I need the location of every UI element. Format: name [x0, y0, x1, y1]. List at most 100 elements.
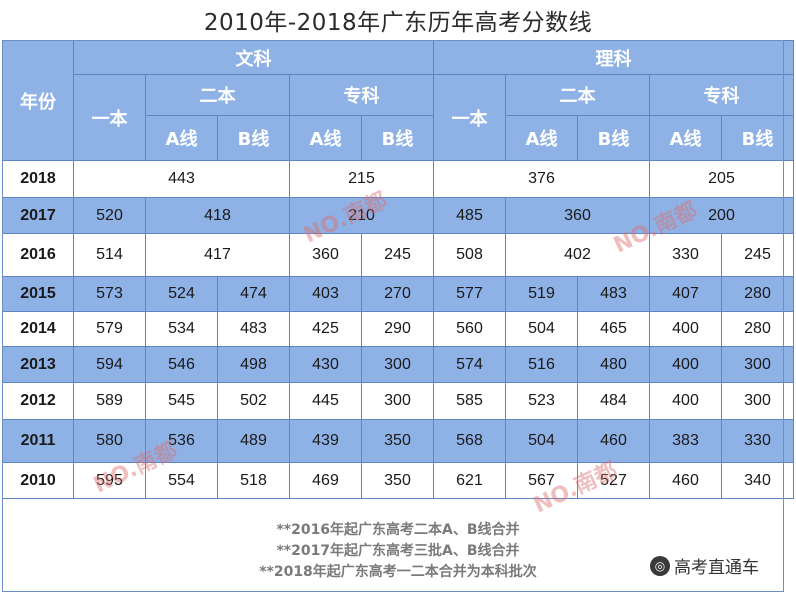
score-cell: 508 [433, 233, 506, 277]
score-cell: 518 [217, 462, 290, 499]
brand-name: 高考直通车 [674, 558, 759, 578]
score-cell: 400 [649, 346, 722, 383]
score-cell: 524 [145, 276, 218, 312]
header-science-tier1: 一本 [433, 74, 506, 161]
table-row: 2010 595 554 518 469 350 621 567 527 460… [2, 462, 794, 499]
score-cell: 519 [505, 276, 578, 312]
score-cell: 574 [433, 346, 506, 383]
score-cell: 280 [721, 276, 794, 312]
table-row: 2014 579 534 483 425 290 560 504 465 400… [2, 311, 794, 347]
score-cell: 460 [649, 462, 722, 499]
header-line-a: A线 [145, 115, 218, 161]
score-cell: 330 [649, 233, 722, 277]
score-cell: 504 [505, 311, 578, 347]
score-cell: 290 [361, 311, 434, 347]
score-cell: 516 [505, 346, 578, 383]
table-row: 2017 520 418 210 485 360 200 [2, 197, 794, 234]
score-cell: 383 [649, 419, 722, 463]
header-line-b: B线 [577, 115, 650, 161]
header-line-a: A线 [505, 115, 578, 161]
score-cell: 418 [145, 197, 290, 234]
footnotes: **2016年起广东高考二本A、B线合并 **2017年起广东高考三批A、B线合… [0, 520, 796, 583]
header-science-tier2: 二本 [505, 74, 650, 116]
wechat-logo-icon: ◎ [650, 555, 670, 576]
score-cell: 498 [217, 346, 290, 383]
year-cell: 2017 [2, 197, 74, 234]
footnote: **2017年起广东高考三批A、B线合并 [276, 543, 520, 559]
header-line-b: B线 [361, 115, 434, 161]
score-cell: 205 [649, 160, 794, 198]
score-table: 年份 文科 理科 一本 二本 专科 一本 二本 专科 A线 B线 A线 B线 A… [2, 40, 794, 499]
table-row: 2011 580 536 489 439 350 568 504 460 383… [2, 419, 794, 463]
footnote: **2018年起广东高考一二本合并为本科批次 [259, 564, 537, 580]
score-cell: 340 [721, 462, 794, 499]
score-cell: 400 [649, 382, 722, 420]
score-cell: 300 [721, 382, 794, 420]
score-cell: 350 [361, 462, 434, 499]
score-cell: 621 [433, 462, 506, 499]
score-cell: 502 [217, 382, 290, 420]
score-cell: 483 [577, 276, 650, 312]
year-cell: 2013 [2, 346, 74, 383]
header-science-specialist: 专科 [649, 74, 794, 116]
score-cell: 534 [145, 311, 218, 347]
score-cell: 589 [73, 382, 146, 420]
score-cell: 465 [577, 311, 650, 347]
header-year: 年份 [2, 40, 74, 161]
year-cell: 2011 [2, 419, 74, 463]
score-cell: 546 [145, 346, 218, 383]
score-cell: 485 [433, 197, 506, 234]
score-cell: 594 [73, 346, 146, 383]
score-cell: 200 [649, 197, 794, 234]
score-cell: 554 [145, 462, 218, 499]
score-cell: 245 [721, 233, 794, 277]
score-cell: 474 [217, 276, 290, 312]
score-cell: 407 [649, 276, 722, 312]
score-cell: 577 [433, 276, 506, 312]
score-cell: 469 [289, 462, 362, 499]
table-row: 2013 594 546 498 430 300 574 516 480 400… [2, 346, 794, 383]
score-cell: 567 [505, 462, 578, 499]
score-cell: 417 [145, 233, 290, 277]
score-cell: 376 [433, 160, 650, 198]
score-cell: 504 [505, 419, 578, 463]
table-row: 2012 589 545 502 445 300 585 523 484 400… [2, 382, 794, 420]
header-arts-tier2: 二本 [145, 74, 290, 116]
score-cell: 425 [289, 311, 362, 347]
score-cell: 480 [577, 346, 650, 383]
score-cell: 330 [721, 419, 794, 463]
score-cell: 484 [577, 382, 650, 420]
score-cell: 514 [73, 233, 146, 277]
table-frame [2, 40, 784, 592]
score-cell: 595 [73, 462, 146, 499]
score-cell: 560 [433, 311, 506, 347]
score-cell: 579 [73, 311, 146, 347]
score-cell: 270 [361, 276, 434, 312]
brand: ◎ 高考直通车 [650, 553, 759, 578]
table-row: 2018 443 215 376 205 [2, 160, 794, 198]
score-cell: 245 [361, 233, 434, 277]
header-line-a: A线 [289, 115, 362, 161]
page-title: 2010年-2018年广东历年高考分数线 [0, 0, 796, 40]
score-cell: 215 [289, 160, 434, 198]
score-cell: 430 [289, 346, 362, 383]
score-cell: 300 [361, 382, 434, 420]
score-cell: 210 [289, 197, 434, 234]
score-cell: 350 [361, 419, 434, 463]
score-cell: 580 [73, 419, 146, 463]
footnote: **2016年起广东高考二本A、B线合并 [276, 522, 520, 538]
score-cell: 460 [577, 419, 650, 463]
score-cell: 520 [73, 197, 146, 234]
score-cell: 489 [217, 419, 290, 463]
header-arts-specialist: 专科 [289, 74, 434, 116]
score-cell: 300 [721, 346, 794, 383]
score-cell: 568 [433, 419, 506, 463]
score-cell: 360 [289, 233, 362, 277]
year-cell: 2016 [2, 233, 74, 277]
score-cell: 536 [145, 419, 218, 463]
score-cell: 527 [577, 462, 650, 499]
score-cell: 439 [289, 419, 362, 463]
score-cell: 443 [73, 160, 290, 198]
score-cell: 523 [505, 382, 578, 420]
header-line-b: B线 [217, 115, 290, 161]
